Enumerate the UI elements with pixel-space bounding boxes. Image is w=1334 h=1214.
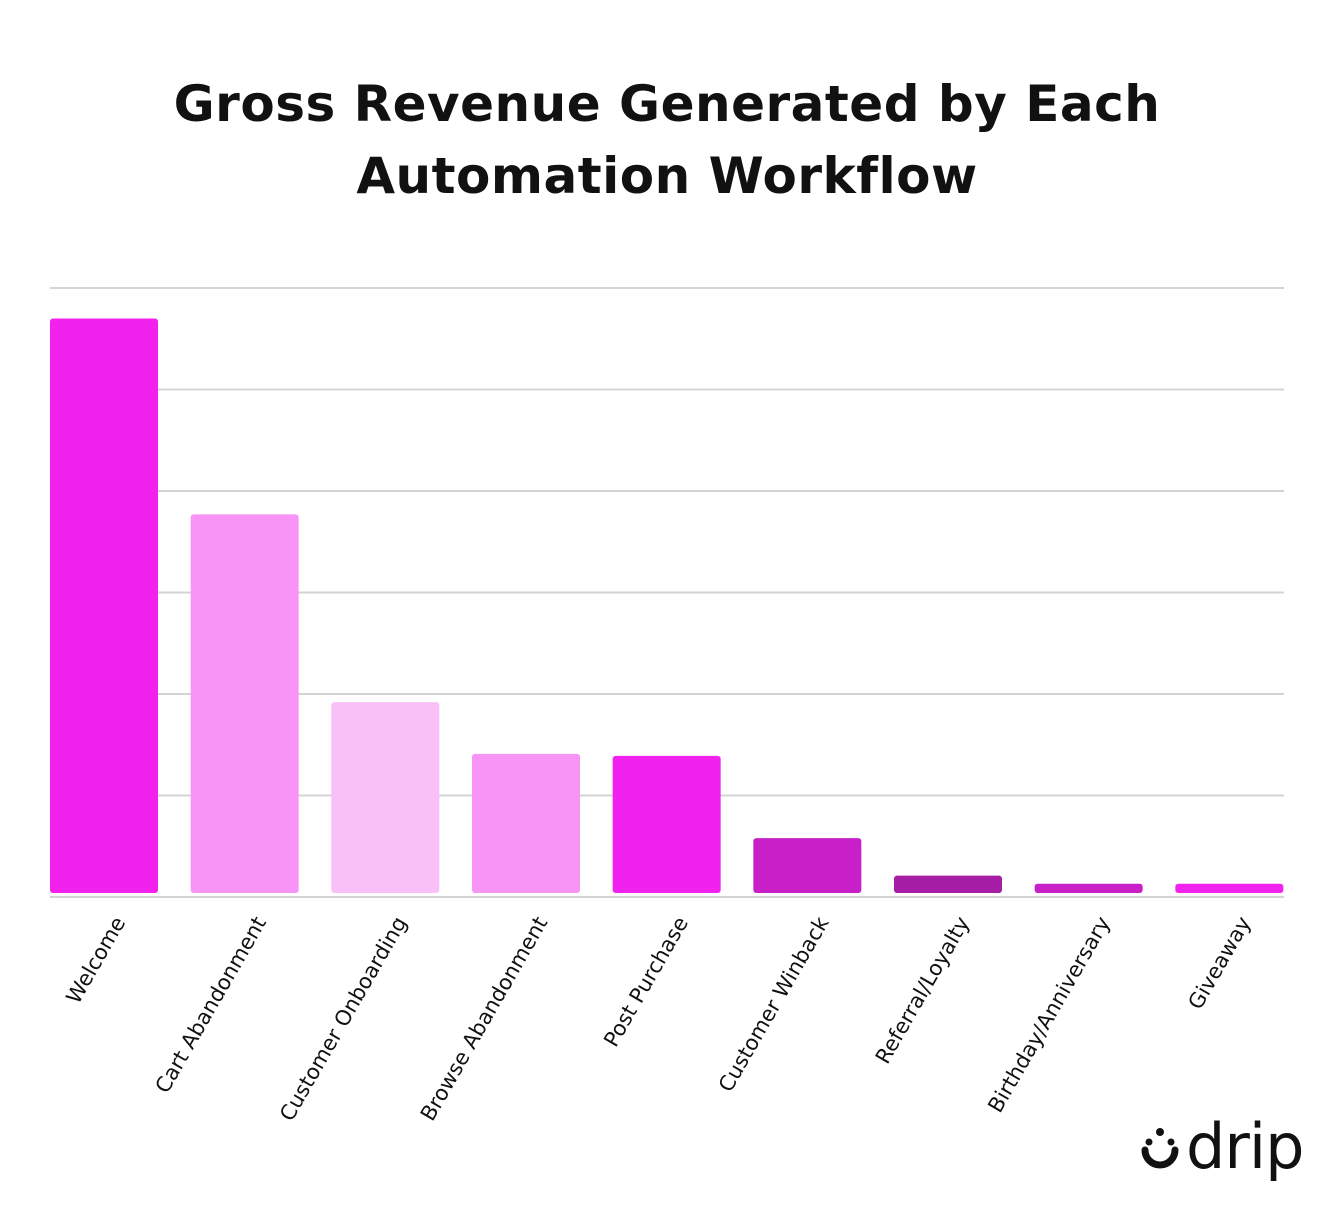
chart-title: Gross Revenue Generated by Each Automati… bbox=[173, 75, 1161, 205]
x-tick-label: Browse Abandonment bbox=[416, 913, 552, 1125]
x-tick-label: Cart Abandonment bbox=[151, 913, 271, 1098]
bar bbox=[190, 514, 299, 893]
bar bbox=[753, 838, 862, 893]
x-tick-label: Customer Onboarding bbox=[275, 913, 412, 1126]
logo-text: drip bbox=[1186, 1110, 1304, 1183]
x-tick-label: Welcome bbox=[62, 913, 131, 1008]
x-tick-label: Giveaway bbox=[1183, 913, 1255, 1014]
x-tick-label: Post Purchase bbox=[599, 913, 693, 1051]
logo-icon bbox=[1141, 1128, 1179, 1169]
bar bbox=[894, 875, 1002, 893]
bar bbox=[331, 702, 440, 893]
bar bbox=[1034, 883, 1143, 893]
bar bbox=[612, 755, 721, 893]
bar bbox=[472, 753, 580, 893]
x-tick-label: Customer Winback bbox=[714, 912, 834, 1096]
x-tick-label: Birthday/Anniversary bbox=[983, 913, 1115, 1117]
x-tick-label: Referral/Loyalty bbox=[871, 913, 975, 1068]
bar bbox=[1175, 883, 1284, 893]
bar bbox=[50, 318, 158, 893]
